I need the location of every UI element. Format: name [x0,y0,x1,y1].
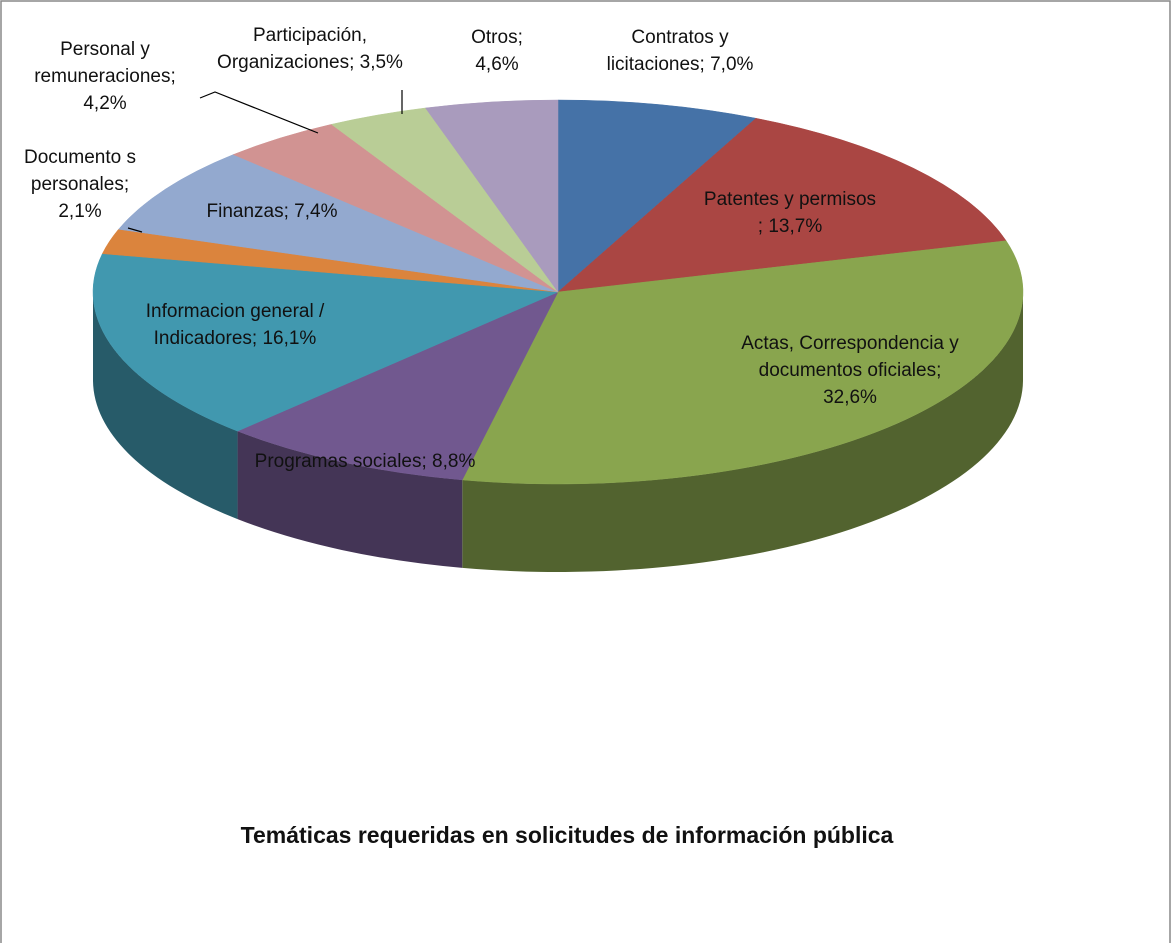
data-label-value: 16,1% [262,328,317,349]
data-label-category: Contratos y licitaciones; [606,27,729,75]
chart-title: Temáticas requeridas en solicitudes de i… [241,822,894,848]
data-label: Programas sociales; 8,8% [245,448,485,475]
data-label-category: Participación, Organizaciones; [217,25,368,73]
leader-line [127,227,143,233]
data-label: Contratos y licitaciones; 7,0% [580,24,780,78]
pie-slice [118,154,559,293]
data-label-value: 8,8% [432,451,476,472]
pie-slice [557,118,1007,293]
data-label: Finanzas; 7,4% [172,198,372,225]
pie-sides [93,292,1023,572]
data-label-text: Actas, Correspondencia y documentos ofic… [730,330,970,411]
data-labels: Contratos y licitaciones; 7,0% Patentes y… [10,22,970,475]
data-label-value: 13,7% [768,216,823,237]
data-label: Personal y remuneraciones; 4,2% [10,36,200,117]
pie-slice [557,99,757,293]
data-label: Documento s personales; 2,1% [20,144,140,225]
data-label-category: Programas sociales; [254,451,427,472]
data-label-value: 4,6% [475,54,519,75]
data-label-text: Patentes y permisos ; 13,7% [700,186,880,240]
data-label-value: 3,5% [359,52,403,73]
pie-slice [461,240,1024,485]
data-label-value: 32,6% [823,387,877,408]
data-label-category: Patentes y permisos ; [703,189,877,237]
data-label-text: Informacion general / Indicadores; 16,1% [140,298,330,352]
pie-slice-side [93,292,238,520]
data-label-category: Informacion general / Indicadores; [145,301,325,349]
data-label: Patentes y permisos ; 13,7% [700,186,880,240]
data-label-category: Otros; [471,27,523,48]
data-label-category: Documento s personales; [24,147,136,195]
data-label-category: Personal y remuneraciones; [34,39,176,87]
data-label-text: Programas sociales; 8,8% [245,448,485,475]
data-label-text: Participación, Organizaciones; 3,5% [215,22,405,76]
data-label-category: Finanzas; [206,201,289,222]
pie-slice [92,253,559,432]
data-label-value: 7,0% [710,54,754,75]
data-label-text: Documento s personales; 2,1% [20,144,140,225]
data-label-text: Personal y remuneraciones; 4,2% [10,36,200,117]
pie-slice-side [237,431,463,568]
data-label: Informacion general / Indicadores; 16,1% [140,298,330,352]
pie-slice [425,99,559,293]
data-label-value: 2,1% [58,201,102,222]
data-label: Actas, Correspondencia y documentos ofic… [730,330,970,411]
data-label-value: 4,2% [83,93,127,114]
pie-slice-side [462,292,1023,572]
data-label: Participación, Organizaciones; 3,5% [215,22,405,76]
data-label-value: 7,4% [294,201,338,222]
data-label-text: Contratos y licitaciones; 7,0% [580,24,780,78]
leader-lines [127,90,403,233]
data-label-category: Actas, Correspondencia y documentos ofic… [741,333,959,381]
pie-slice [236,291,559,481]
leader-line [199,91,319,134]
data-label-text: Finanzas; 7,4% [172,198,372,225]
pie-tops [92,99,1024,485]
data-label: Otros; 4,6% [447,24,547,78]
data-label-text: Otros; 4,6% [447,24,547,78]
